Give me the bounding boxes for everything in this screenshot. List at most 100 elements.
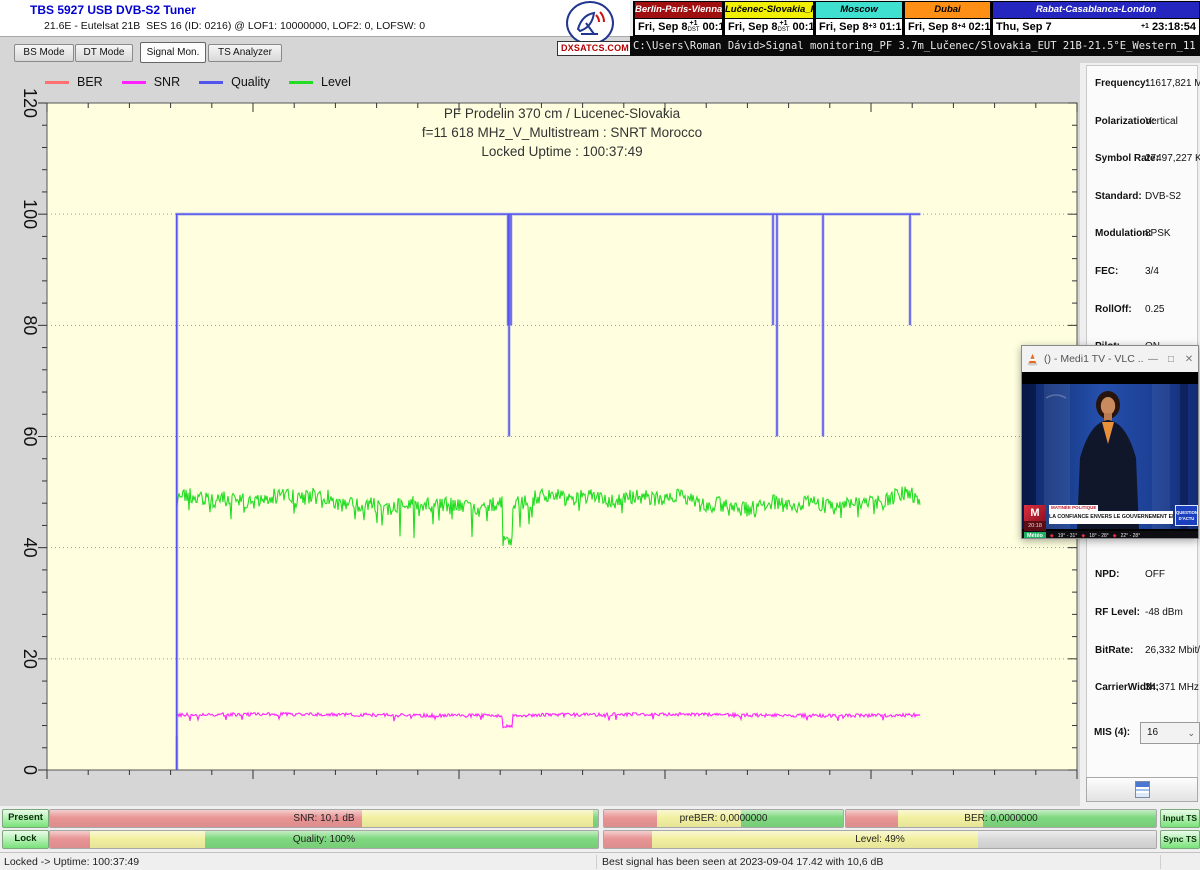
tab-signal-mon-[interactable]: Signal Mon. bbox=[140, 42, 206, 63]
param-label: Modulation: bbox=[1095, 228, 1152, 240]
ticker-item: 18° - 28° bbox=[1089, 533, 1109, 538]
param-label: RF Level: bbox=[1095, 606, 1141, 618]
tab-ts-analyzer-ok-[interactable]: TS Analyzer (OK) bbox=[208, 44, 282, 74]
status-divider bbox=[1160, 855, 1161, 869]
clock-date: Thu, Sep 7 bbox=[996, 20, 1052, 33]
ticker-label: Météo bbox=[1024, 532, 1046, 538]
sync-ts-button[interactable]: Sync TS bbox=[1160, 830, 1200, 849]
minimize-button[interactable]: — bbox=[1148, 353, 1158, 365]
param-label: RollOff: bbox=[1095, 303, 1132, 315]
tab-bs-mode[interactable]: BS Mode bbox=[14, 44, 74, 62]
ts-packets-icon bbox=[1134, 781, 1150, 798]
clock-5: Rabat-Casablanca-London Thu, Sep 7 +1 23:18… bbox=[991, 1, 1200, 36]
dxsatcs-logo-text: DXSATCS.COM bbox=[557, 41, 633, 56]
snr-meter: SNR: 10,1 dB bbox=[49, 809, 599, 828]
tz-offset: +1 DST bbox=[777, 20, 790, 34]
y-tick-label: 20 bbox=[20, 649, 40, 669]
chart-legend: BER SNR Quality Level bbox=[45, 75, 370, 89]
chart-title-line: f=11 618 MHz_V_Multistream : SNRT Morocc… bbox=[422, 125, 702, 140]
clock-3: Moscow Fri, Sep 8 +3 01:18:54 bbox=[814, 1, 924, 36]
meter-label: SNR: 10,1 dB bbox=[293, 813, 355, 824]
param-row-rolloff: RollOff: 0.25 bbox=[1087, 304, 1197, 324]
dxsatcs-logo-icon bbox=[566, 1, 614, 45]
lower-third: M 20:18 MATINÉE POLITIQUE LA CONFIANCE E… bbox=[1022, 505, 1198, 531]
medi1-logo: M bbox=[1024, 505, 1046, 521]
input-ts-button[interactable]: Input TS bbox=[1160, 809, 1200, 828]
clock-time: Fri, Sep 8+1DST00:18:54 bbox=[724, 17, 837, 36]
badge-line: D'ACTU bbox=[1178, 515, 1195, 521]
param-value: DVB-S2 bbox=[1145, 190, 1182, 202]
status-bar: Locked -> Uptime: 100:37:49 Best signal … bbox=[0, 852, 1200, 870]
legend-item-quality: Quality bbox=[199, 75, 270, 89]
series-quality bbox=[176, 213, 921, 770]
y-tick-label: 60 bbox=[20, 426, 40, 446]
mis-value: 16 bbox=[1147, 727, 1159, 738]
world-clock-bar: Berlin-Paris-Vienna-BelgradeFri, Sep 8+1… bbox=[633, 1, 1200, 36]
vlc-window[interactable]: () - Medi1 TV - VLC ... — □ ✕ bbox=[1021, 345, 1199, 539]
y-tick-label: 120 bbox=[20, 88, 40, 118]
header-strip bbox=[630, 56, 1200, 63]
param-row-npd: NPD: OFF bbox=[1087, 569, 1197, 589]
chart-title-line: PF Prodelin 370 cm / Lucenec-Slovakia bbox=[444, 106, 681, 121]
mis-dropdown[interactable]: 16 ⌄ bbox=[1140, 722, 1200, 744]
chart-area: 0 20 40 60 80 100 120 PF Prodelin 370 cm / Luce… bbox=[0, 63, 1080, 806]
vlc-video-area[interactable]: M 20:18 MATINÉE POLITIQUE LA CONFIANCE E… bbox=[1022, 372, 1198, 538]
headline-banner: LA CONFIANCE ENVERS LE GOUVERNEMENT EN B… bbox=[1049, 511, 1173, 524]
clock-date: Fri, Sep 8 bbox=[728, 20, 778, 33]
param-value: Vertical bbox=[1145, 115, 1178, 127]
param-row-frequency: Frequency:11617,821 MHz bbox=[1087, 78, 1200, 98]
ticker-bullet-icon: ◆ bbox=[1049, 533, 1054, 538]
news-studio-frame: M 20:18 MATINÉE POLITIQUE LA CONFIANCE E… bbox=[1022, 384, 1198, 538]
maximize-button[interactable]: □ bbox=[1167, 353, 1175, 365]
meter-label: BER: 0,0000000 bbox=[964, 813, 1038, 824]
legend-swatch bbox=[45, 80, 69, 84]
tab-dt-mode[interactable]: DT Mode bbox=[75, 44, 133, 62]
mis-label: MIS (4): bbox=[1094, 727, 1131, 738]
param-value: 8PSK bbox=[1145, 228, 1171, 240]
meter-label: Level: 49% bbox=[855, 834, 905, 845]
news-presenter-graphic bbox=[1022, 384, 1198, 529]
clock-city-label: Dubai bbox=[904, 1, 991, 18]
tz-offset: +1 bbox=[1140, 23, 1149, 31]
param-value: 26,332 Mbit/s bbox=[1145, 644, 1200, 656]
clock-city-label: Berlin-Paris-Vienna-Belgrade bbox=[634, 1, 723, 18]
param-row-modulation: Modulation: 8PSK bbox=[1087, 228, 1197, 248]
signal-chart: 0 20 40 60 80 100 120 PF Prodelin 370 cm / Luce… bbox=[0, 63, 1080, 806]
param-row-fec: FEC: 3/4 bbox=[1087, 266, 1197, 286]
status-divider bbox=[596, 855, 597, 869]
signal-meters-region: Present Lock SNR: 10,1 dB Quality: 100% preB… bbox=[0, 806, 1200, 852]
legend-swatch bbox=[199, 80, 224, 84]
tz-offset: +4 bbox=[957, 23, 966, 31]
clock-time: Thu, Sep 7 +1 23:18:54 bbox=[992, 17, 1200, 36]
present-button[interactable]: Present bbox=[2, 809, 49, 828]
param-row-symbolrate: Symbol Rate:27497,227 KS/s bbox=[1087, 153, 1200, 173]
vlc-titlebar[interactable]: () - Medi1 TV - VLC ... — □ ✕ bbox=[1022, 346, 1198, 372]
lock-button[interactable]: Lock bbox=[2, 830, 49, 849]
meter-label: Quality: 100% bbox=[292, 834, 356, 845]
plot-area bbox=[46, 102, 1078, 771]
legend-label: BER bbox=[77, 75, 103, 89]
vlc-window-title: () - Medi1 TV - VLC ... bbox=[1044, 353, 1144, 365]
ber-meter: BER: 0,0000000 bbox=[845, 809, 1157, 828]
param-label: Frequency: bbox=[1095, 78, 1149, 89]
chevron-down-icon: ⌄ bbox=[1187, 728, 1195, 738]
param-label: NPD: bbox=[1095, 569, 1120, 580]
vlc-cone-icon bbox=[1027, 353, 1038, 366]
show-badge: QUESTIONS D'ACTU bbox=[1175, 505, 1198, 526]
quality-meter: Quality: 100% bbox=[49, 830, 599, 849]
series-level bbox=[176, 486, 921, 547]
clock-city-label: Moscow bbox=[815, 1, 903, 18]
weather-ticker: Météo ◆ 19° - 31° ◆ 18° - 28° ◆ 22° - 28° bbox=[1022, 531, 1198, 538]
ts-stream-button[interactable] bbox=[1086, 777, 1198, 802]
clock-city-label: Rabat-Casablanca-London bbox=[992, 1, 1200, 18]
legend-label: Level bbox=[321, 75, 351, 89]
level-meter: Level: 49% bbox=[603, 830, 1157, 849]
clock-1: Berlin-Paris-Vienna-BelgradeFri, Sep 8+1… bbox=[633, 1, 747, 36]
close-button[interactable]: ✕ bbox=[1184, 353, 1194, 365]
command-line: C:\Users\Roman Dávid>Signal monitoring_P… bbox=[630, 36, 1200, 56]
clock-4: Dubai Fri, Sep 8 +4 02:18:54 bbox=[903, 1, 1013, 36]
clock-time: Fri, Sep 8 +4 02:18:54 bbox=[904, 17, 1013, 36]
chart-title-line: Locked Uptime : 100:37:49 bbox=[481, 144, 642, 159]
